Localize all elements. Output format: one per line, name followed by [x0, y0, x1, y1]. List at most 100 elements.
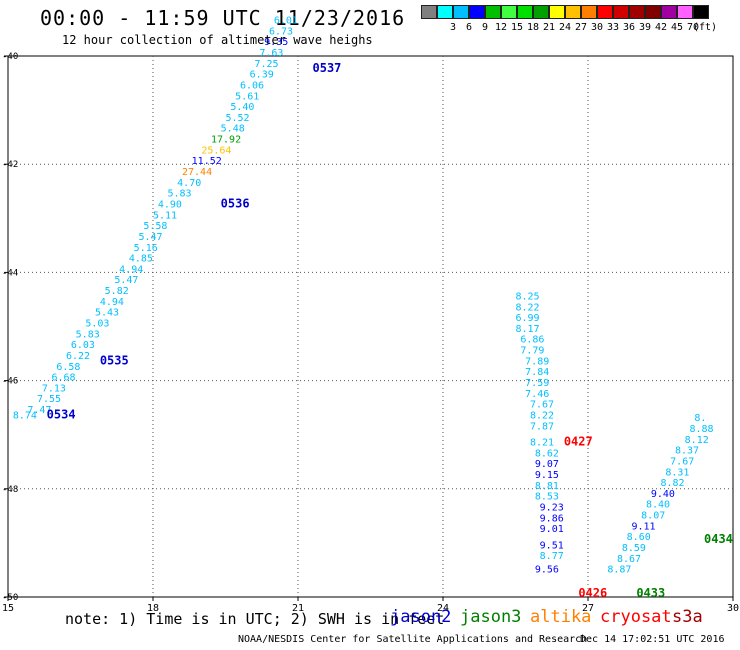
swh-value: 5.16 [134, 243, 158, 254]
swh-value: 6.01 [274, 16, 298, 27]
swh-value: 8.40 [646, 500, 670, 511]
map-frame [7, 55, 734, 598]
swh-value: 9.07 [535, 459, 559, 470]
swh-value: 9.56 [535, 565, 559, 576]
swh-value: 8.82 [661, 478, 685, 489]
swh-value: 6.86 [520, 335, 544, 346]
swh-value: 8.67 [617, 554, 641, 565]
pass-id-label: 0535 [100, 353, 129, 367]
lon-tick-label: 27 [582, 603, 594, 614]
legend-swatch [597, 5, 613, 19]
lon-tick-label: 24 [437, 603, 449, 614]
map-subtitle: 12 hour collection of altimeter wave hei… [62, 33, 373, 47]
swh-value: 8.22 [530, 410, 554, 421]
legend-swatch [661, 5, 677, 19]
swh-value: 6.73 [269, 26, 293, 37]
swh-value: 9.40 [651, 489, 675, 500]
legend-swatch [693, 5, 709, 19]
swh-value: 9.15 [535, 470, 559, 481]
swh-value: 7.63 [259, 48, 283, 59]
swh-value: 8.59 [622, 543, 646, 554]
swh-value: 25.64 [201, 145, 231, 156]
swh-value: 8.37 [675, 446, 699, 457]
legend-label: 45 [670, 22, 684, 33]
swh-value: 7.89 [525, 356, 549, 367]
legend-label: 15 [510, 22, 524, 33]
swh-value: 8.31 [665, 467, 689, 478]
swh-value: 7.47 [27, 405, 51, 416]
swh-value: 9.11 [632, 521, 656, 532]
legend-swatch [565, 5, 581, 19]
legend-unit: (ft) [693, 22, 718, 33]
legend-label: 3 [449, 22, 457, 33]
swh-value: 5.52 [226, 113, 250, 124]
swh-value: 8.12 [685, 435, 709, 446]
swh-value: 6.58 [56, 362, 80, 373]
lat-tick-label: -48 [2, 485, 18, 495]
legend-swatch [677, 5, 693, 19]
swh-value: 8.77 [540, 551, 564, 562]
swh-value: 8.25 [516, 291, 540, 302]
swh-value: 5.47 [114, 275, 138, 286]
lon-tick-label: 30 [727, 603, 739, 614]
lat-tick-label: -40 [2, 52, 18, 62]
pass-id-label: 0427 [564, 435, 593, 449]
lat-tick-label: -46 [2, 377, 18, 387]
pass-id-label: 0534 [47, 407, 76, 421]
swh-value: 5.47 [139, 232, 163, 243]
swh-value: 9.35 [264, 37, 288, 48]
satellite-cryosat: cryosat [600, 607, 672, 627]
pass-id-label: 0537 [313, 61, 342, 75]
swh-value: 4.70 [177, 178, 201, 189]
legend-swatch [485, 5, 501, 19]
swh-value: 9.51 [540, 540, 564, 551]
swh-value: 7.87 [530, 421, 554, 432]
swh-value: 6.39 [250, 70, 274, 81]
swh-value: 6.03 [71, 340, 95, 351]
swh-value: 9.86 [540, 513, 564, 524]
swh-value: 7.79 [520, 346, 544, 357]
lat-tick-label: -44 [2, 268, 18, 278]
swh-value: 8.07 [641, 511, 665, 522]
swh-value: 9.01 [540, 524, 564, 535]
legend-label: 21 [542, 22, 556, 33]
swh-value: 5.43 [95, 308, 119, 319]
legend-label: 36 [622, 22, 636, 33]
legend-label: 24 [558, 22, 572, 33]
swh-value: 5.40 [230, 102, 254, 113]
satellite-jason3: jason3 [460, 607, 522, 627]
legend-label: 6 [465, 22, 473, 33]
lat-tick-label: -42 [2, 160, 18, 170]
swh-value: 6.22 [66, 351, 90, 362]
swh-value: 4.85 [129, 254, 153, 265]
swh-value: 8.62 [535, 448, 559, 459]
swh-value: 8.81 [535, 481, 559, 492]
swh-value: 7.67 [530, 400, 554, 411]
swh-value: 6.68 [52, 373, 76, 384]
swh-value: 5.83 [76, 329, 100, 340]
swh-value: 5.83 [168, 189, 192, 200]
swh-value: 17.92 [211, 135, 241, 146]
swh-value: 8.21 [530, 438, 554, 449]
swh-value: 5.48 [221, 124, 245, 135]
swh-value: 5.03 [85, 319, 109, 330]
swh-value: 7.46 [525, 389, 549, 400]
legend-label: 70 [686, 22, 700, 33]
swh-value: 6.06 [240, 80, 264, 91]
swh-value: 4.90 [158, 199, 182, 210]
lon-tick-label: 15 [2, 603, 14, 614]
footer-credit: NOAA/NESDIS Center for Satellite Applica… [238, 634, 588, 645]
legend-swatch [453, 5, 469, 19]
lon-tick-label: 18 [147, 603, 159, 614]
swh-value: 7.59 [525, 378, 549, 389]
legend-swatch [469, 5, 485, 19]
swh-value: 8.17 [516, 324, 540, 335]
lon-tick-label: 21 [292, 603, 304, 614]
pass-id-label: 0426 [578, 586, 607, 600]
pass-id-label: 0434 [704, 532, 733, 546]
swh-value: 8.74 [13, 410, 37, 421]
swh-value: 6.99 [516, 313, 540, 324]
legend-swatch [581, 5, 597, 19]
swh-value: 4.94 [100, 297, 124, 308]
